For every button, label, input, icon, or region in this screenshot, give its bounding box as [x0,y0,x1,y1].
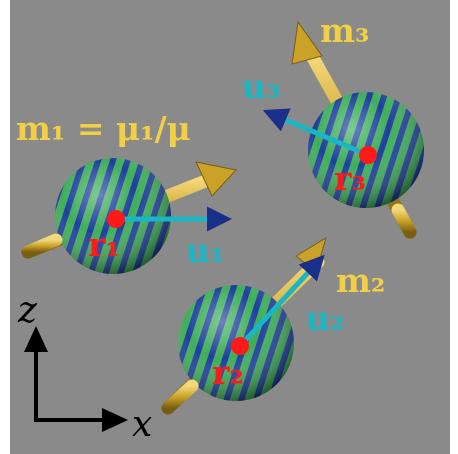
axes: z x [17,290,152,445]
particle-1 [21,158,237,274]
orientation-arrow-3 [262,108,369,158]
position-dot-1 [107,210,125,228]
particle-2 [161,236,327,415]
position-dot-3 [359,146,377,164]
label-u1: u₁ [186,231,224,270]
label-r2: r₂ [212,353,244,392]
label-u3: u₃ [242,67,280,106]
particle-3 [262,20,424,239]
orientation-arrow-2 [238,254,325,348]
label-m3: m₃ [320,11,369,50]
label-m1-equation: m₁ = μ₁/μ [16,109,191,148]
axis-label-x: x [132,404,152,445]
label-r1: r₁ [88,225,120,264]
position-dot-2 [231,337,249,355]
axis-label-z: z [17,290,38,331]
label-m2: m₂ [336,261,385,300]
label-u2: u₂ [306,299,344,338]
label-r3: r₃ [334,159,366,198]
